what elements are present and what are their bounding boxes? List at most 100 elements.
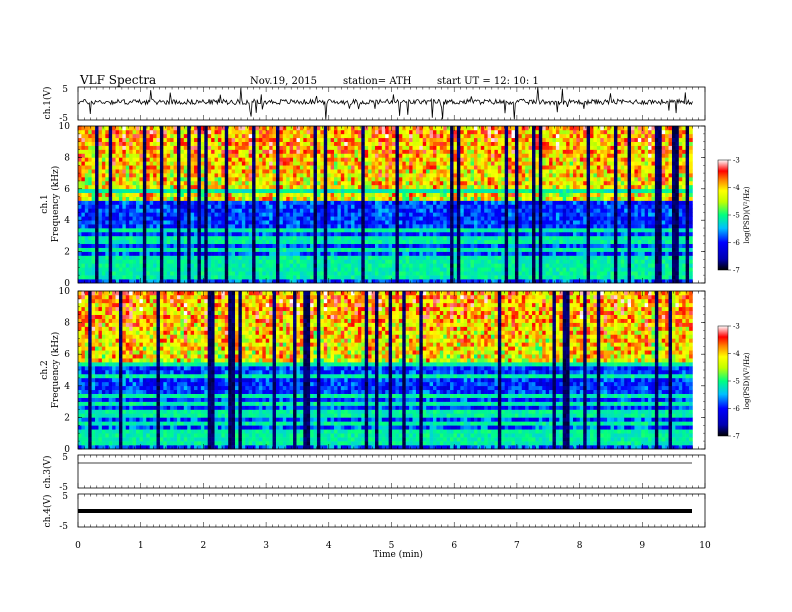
spectrogram-cell	[433, 231, 437, 237]
spectrogram-cell	[310, 173, 314, 178]
spectrogram-cell	[398, 224, 403, 229]
spectrogram-cell	[248, 235, 253, 241]
spectrogram-cell	[347, 224, 352, 229]
spectrogram-cell	[252, 157, 256, 162]
spectrogram-cell	[252, 208, 256, 213]
spectrogram-cell	[248, 239, 253, 245]
spectrogram-cell	[231, 212, 236, 217]
spectrogram-cell	[480, 161, 485, 166]
spectrogram-cell	[88, 208, 92, 213]
spectrogram-cell	[221, 275, 226, 280]
spectrogram-cell	[453, 177, 458, 182]
spectrogram-cell	[204, 204, 209, 209]
spectrogram-cell	[88, 204, 92, 209]
spectrogram-cell	[409, 279, 413, 284]
spectrogram-cell	[351, 161, 355, 166]
spectrogram-cell	[354, 263, 359, 268]
spectrogram-cell	[296, 149, 301, 154]
spectrogram-cell	[313, 129, 318, 135]
spectrogram-cell	[330, 224, 335, 229]
spectrogram-cell	[426, 271, 430, 276]
spectrogram-cell	[200, 228, 205, 233]
spectrogram-cell	[84, 196, 89, 201]
spectrogram-cell	[180, 251, 185, 256]
spectrogram-cell	[129, 177, 133, 182]
spectrogram-cell	[91, 228, 96, 233]
spectrogram-cell	[371, 180, 376, 186]
spectrogram-cell	[446, 165, 451, 170]
spectrogram-cell	[81, 153, 86, 158]
spectrogram-cell	[446, 145, 451, 150]
spectrogram-cell	[426, 279, 430, 284]
spectrogram-cell	[334, 259, 338, 264]
spectrogram-cell	[347, 133, 352, 139]
spectrogram-cell	[228, 161, 232, 166]
spectrogram-cell	[419, 208, 424, 213]
spectrogram-cell	[101, 145, 106, 150]
spectrogram-cell	[228, 243, 232, 248]
spectrogram-cell	[293, 196, 297, 201]
spectrogram-cell	[501, 228, 505, 233]
spectrogram-cell	[484, 247, 488, 252]
spectrogram-cell	[194, 239, 198, 245]
spectrogram-cell	[409, 220, 413, 225]
spectrogram-cell	[470, 204, 475, 209]
spectrogram-cell	[115, 231, 120, 237]
spectrogram-cell	[371, 165, 376, 170]
spectrogram-cell	[480, 126, 485, 131]
spectrogram-cell	[180, 224, 185, 229]
spectrogram-cell	[211, 192, 215, 197]
spectrogram-cell	[153, 188, 157, 194]
spectrogram-cell	[422, 177, 427, 182]
spectrogram-cell	[265, 220, 270, 225]
spectrogram-cell	[258, 129, 263, 135]
spectrogram-cell	[228, 228, 232, 233]
spectrogram-cell	[183, 255, 188, 260]
spectrogram-cell	[177, 141, 181, 146]
spectrogram-cell	[378, 126, 383, 131]
spectrogram-cell	[136, 133, 140, 139]
spectrogram-cell	[402, 259, 407, 264]
spectrogram-cell	[142, 275, 147, 280]
spectrogram-cell	[275, 224, 280, 229]
spectrogram-cell	[279, 267, 284, 272]
spectrogram-cell	[173, 251, 178, 256]
spectrogram-cell	[177, 153, 181, 158]
spectrogram-cell	[136, 204, 140, 209]
spectrogram-cell	[395, 231, 400, 237]
spectrogram-cell	[221, 145, 226, 150]
spectrogram-cell	[78, 212, 82, 217]
spectrogram-cell	[405, 141, 410, 146]
spectrogram-cell	[357, 239, 362, 245]
spectrogram-cell	[388, 200, 393, 205]
spectrogram-cell	[429, 251, 434, 256]
spectrogram-cell	[156, 228, 161, 233]
spectrogram-cell	[303, 137, 308, 142]
spectrogram-cell	[351, 196, 355, 201]
spectrogram-cell	[166, 247, 171, 252]
spectrogram-cell	[334, 137, 338, 142]
spectrogram-cell	[405, 188, 410, 194]
spectrogram-cell	[173, 267, 178, 272]
spectrogram-cell	[368, 204, 372, 209]
spectrogram-cell	[361, 149, 366, 154]
spectrogram-cell	[248, 251, 253, 256]
spectrogram-cell	[330, 263, 335, 268]
spectrogram-cell	[477, 169, 482, 174]
spectrogram-cell	[412, 208, 417, 213]
spectrogram-cell	[344, 177, 348, 182]
spectrogram-cell	[426, 173, 430, 178]
spectrogram-cell	[392, 259, 396, 264]
spectrogram-cell	[177, 263, 181, 268]
spectrogram-cell	[327, 216, 331, 221]
spectrogram-cell	[248, 204, 253, 209]
spectrogram-cell	[235, 149, 239, 154]
spectrogram-cell	[146, 263, 150, 268]
spectrogram-cell	[491, 216, 495, 221]
spectrogram-cell	[180, 220, 185, 225]
spectrogram-cell	[316, 279, 321, 284]
spectrogram-cell	[81, 141, 86, 146]
spectrogram-cell	[357, 161, 362, 166]
spectrogram-cell	[173, 212, 178, 217]
spectrogram-cell	[327, 251, 331, 256]
